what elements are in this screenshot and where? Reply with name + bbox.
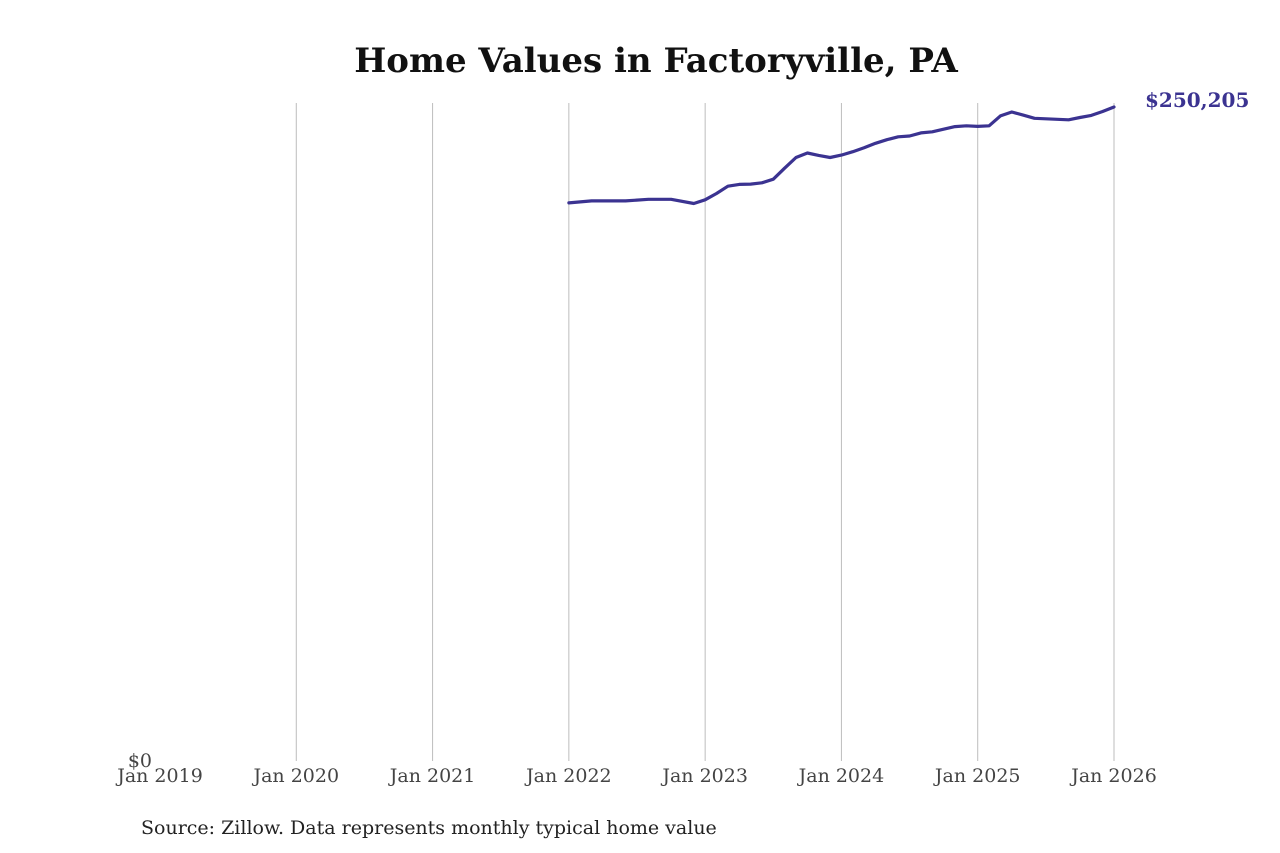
source-note: Source: Zillow. Data represents monthly …	[141, 817, 717, 839]
x-tick-label-2023: Jan 2023	[660, 765, 748, 787]
end-value-label: $250,205	[1145, 88, 1249, 112]
x-tick-label-2026: Jan 2026	[1069, 765, 1157, 787]
y-tick-label-zero: $0	[128, 750, 152, 772]
x-tick-label-2019: Jan 2019	[115, 765, 203, 787]
x-tick-label-2021: Jan 2021	[388, 765, 476, 787]
home-value-line	[567, 105, 1116, 206]
x-tick-label-2024: Jan 2024	[797, 765, 885, 787]
chart-title: Home Values in Factoryville, PA	[354, 41, 958, 81]
gridlines	[295, 103, 1115, 761]
x-tick-label-2025: Jan 2025	[933, 765, 1021, 787]
x-tick-label-2022: Jan 2022	[524, 765, 612, 787]
x-axis-ticks: Jan 2019 Jan 2020 Jan 2021 Jan 2022 Jan 2023…	[115, 765, 1157, 787]
x-tick-label-2020: Jan 2020	[251, 765, 339, 787]
